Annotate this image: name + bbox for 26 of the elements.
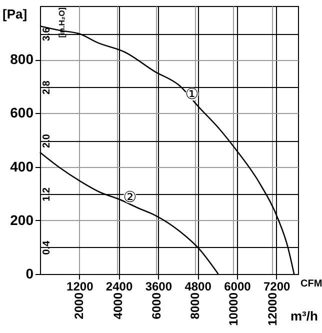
x-tick-label: 2400 xyxy=(106,280,133,294)
x-tick-label: 4800 xyxy=(184,280,212,294)
y2-axis-title: [in.H₂O] xyxy=(58,7,66,38)
y2-tick-label: 1.2 xyxy=(42,187,52,202)
x-tick-label: 7200 xyxy=(263,280,291,294)
x2-tick-label: 12000 xyxy=(265,292,280,326)
annotation: ① xyxy=(185,85,199,104)
annotation: ② xyxy=(123,188,137,206)
x2-tick-label: 10000 xyxy=(226,292,241,326)
x2-tick-label: 8000 xyxy=(188,292,202,320)
x-axis-title: CFM xyxy=(300,278,322,290)
x2-axis-title: m³/h xyxy=(290,308,318,324)
x2-tick-label: 2000 xyxy=(72,292,86,320)
y-axis-title: [Pa] xyxy=(2,6,28,22)
y-tick-label: 400 xyxy=(10,158,34,174)
y2-tick-label: 2.8 xyxy=(42,80,52,95)
y-tick-label: 800 xyxy=(10,51,34,68)
x-tick-label: 3600 xyxy=(145,280,172,294)
y-tick-label: 200 xyxy=(10,212,34,228)
y-tick-label: 0 xyxy=(26,266,34,282)
x-tick-label: 6000 xyxy=(224,280,252,294)
y2-tick-label: 0.4 xyxy=(42,240,52,255)
x2-tick-label: 4000 xyxy=(110,292,125,320)
x-tick-label: 1200 xyxy=(66,280,94,294)
y-tick-label: 600 xyxy=(10,104,34,121)
y2-tick-label: 2.0 xyxy=(42,134,52,148)
